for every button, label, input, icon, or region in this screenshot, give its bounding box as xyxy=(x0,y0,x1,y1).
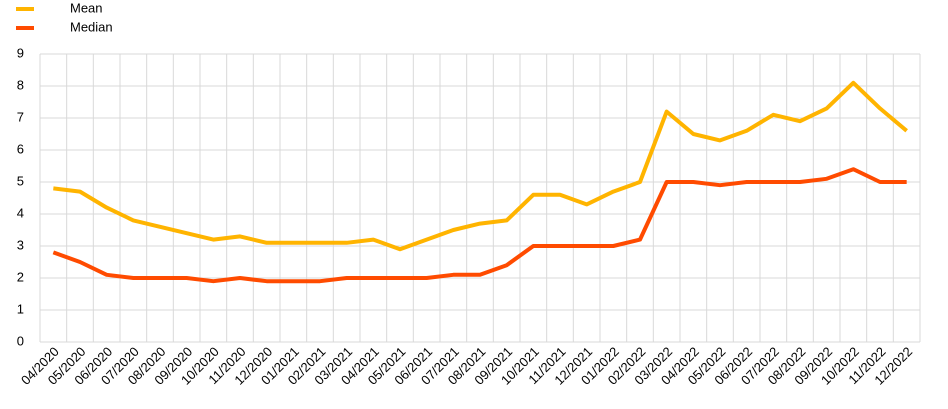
y-tick-label: 1 xyxy=(17,301,24,316)
y-tick-label: 0 xyxy=(17,333,24,348)
y-tick-label: 6 xyxy=(17,141,24,156)
line-series xyxy=(52,167,907,284)
y-tick-label: 2 xyxy=(17,269,24,284)
y-tick-label: 8 xyxy=(17,77,24,92)
legend-label: Mean xyxy=(70,0,103,15)
y-tick-label: 5 xyxy=(17,173,24,188)
y-tick-label: 3 xyxy=(17,237,24,252)
y-tick-label: 7 xyxy=(17,109,24,124)
y-tick-label: 4 xyxy=(17,205,24,220)
legend-label: Median xyxy=(70,19,113,34)
line-series xyxy=(53,80,908,252)
y-tick-label: 9 xyxy=(17,45,24,60)
